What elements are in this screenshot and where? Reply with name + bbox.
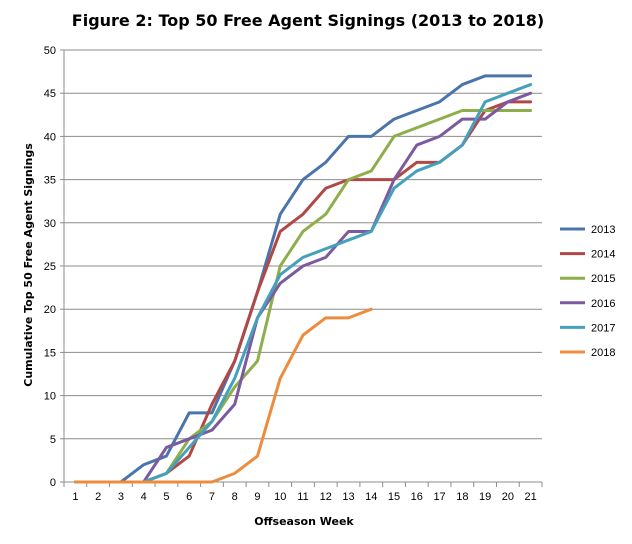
y-axis-label: Cumulative Top 50 Free Agent Signings <box>22 143 35 387</box>
series-line-2013 <box>73 74 533 484</box>
y-tick-label: 15 <box>44 347 56 359</box>
x-tick-label: 5 <box>163 491 169 503</box>
legend-label-2016: 2016 <box>591 298 615 310</box>
y-tick-label: 5 <box>50 434 56 446</box>
legend-label-2017: 2017 <box>591 322 615 334</box>
x-tick-label: 9 <box>254 491 260 503</box>
x-axis-label: Offseason Week <box>254 515 354 528</box>
y-tick-label: 20 <box>44 304 56 316</box>
legend-label-2015: 2015 <box>591 273 615 285</box>
x-tick-label: 1 <box>72 491 78 503</box>
legend: 2013 2014 2015 2016 2017 2018 <box>560 224 615 359</box>
x-tick-label: 18 <box>456 491 468 503</box>
x-tick-label: 14 <box>365 491 377 503</box>
y-tick-label: 40 <box>44 131 56 143</box>
x-tick-label: 17 <box>433 491 445 503</box>
x-tick-label: 3 <box>118 491 124 503</box>
y-tick-label: 10 <box>44 391 56 403</box>
y-tick-label: 50 <box>44 45 56 57</box>
x-tick-label: 15 <box>388 491 400 503</box>
legend-label-2018: 2018 <box>591 347 615 359</box>
series-line-2015 <box>73 108 533 484</box>
x-tick-label: 7 <box>209 491 215 503</box>
x-tick-label: 16 <box>411 491 423 503</box>
x-tick-label: 12 <box>320 491 332 503</box>
x-tick-label: 13 <box>342 491 354 503</box>
x-tick-label: 19 <box>479 491 491 503</box>
y-tick-label: 0 <box>50 477 56 489</box>
x-tick-label: 20 <box>502 491 514 503</box>
x-tick-label: 11 <box>297 491 308 503</box>
chart-title: Figure 2: Top 50 Free Agent Signings (20… <box>72 11 544 30</box>
series-line-2018 <box>73 307 373 484</box>
series-lines <box>73 74 533 484</box>
legend-label-2013: 2013 <box>591 224 615 236</box>
legend-label-2014: 2014 <box>591 249 615 261</box>
y-tick-label: 25 <box>44 261 56 273</box>
series-line-2017 <box>73 83 533 484</box>
x-tick-label: 4 <box>141 491 147 503</box>
y-tick-label: 35 <box>44 175 56 187</box>
x-tick-label: 21 <box>524 491 536 503</box>
gridlines <box>64 49 542 440</box>
series-line-2014 <box>73 100 533 484</box>
x-tick-label: 10 <box>274 491 286 503</box>
y-tick-label: 45 <box>44 88 56 100</box>
x-tick-label: 2 <box>95 491 101 503</box>
x-tick-label: 6 <box>186 491 192 503</box>
x-tick-label: 8 <box>232 491 238 503</box>
series-line-2016 <box>73 91 533 484</box>
y-tick-label: 30 <box>44 218 56 230</box>
